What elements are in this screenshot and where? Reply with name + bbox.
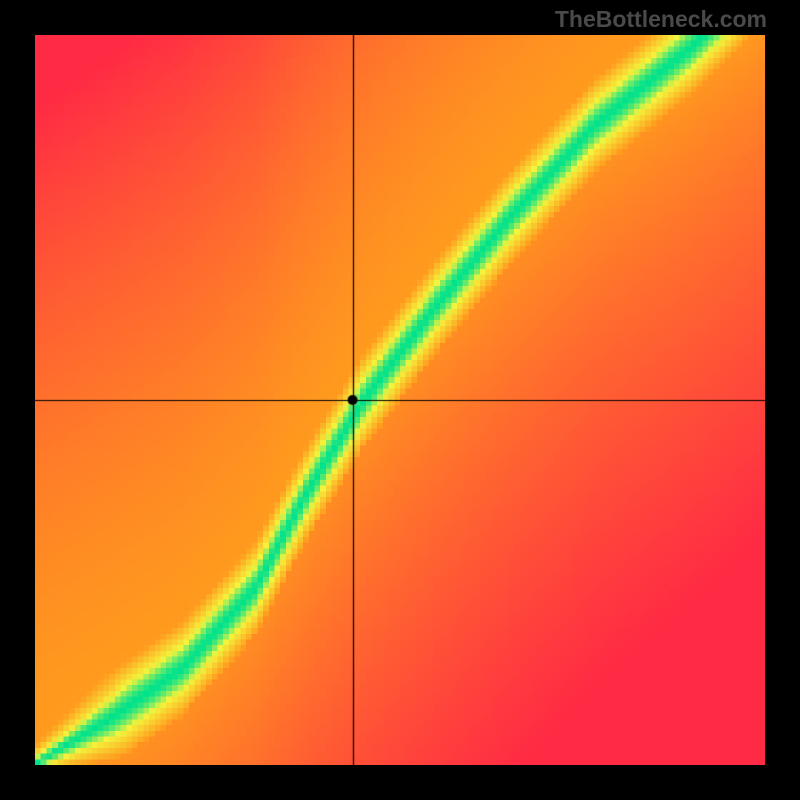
chart-container: TheBottleneck.com bbox=[0, 0, 800, 800]
bottleneck-heatmap bbox=[35, 35, 765, 765]
watermark-text: TheBottleneck.com bbox=[555, 6, 767, 33]
